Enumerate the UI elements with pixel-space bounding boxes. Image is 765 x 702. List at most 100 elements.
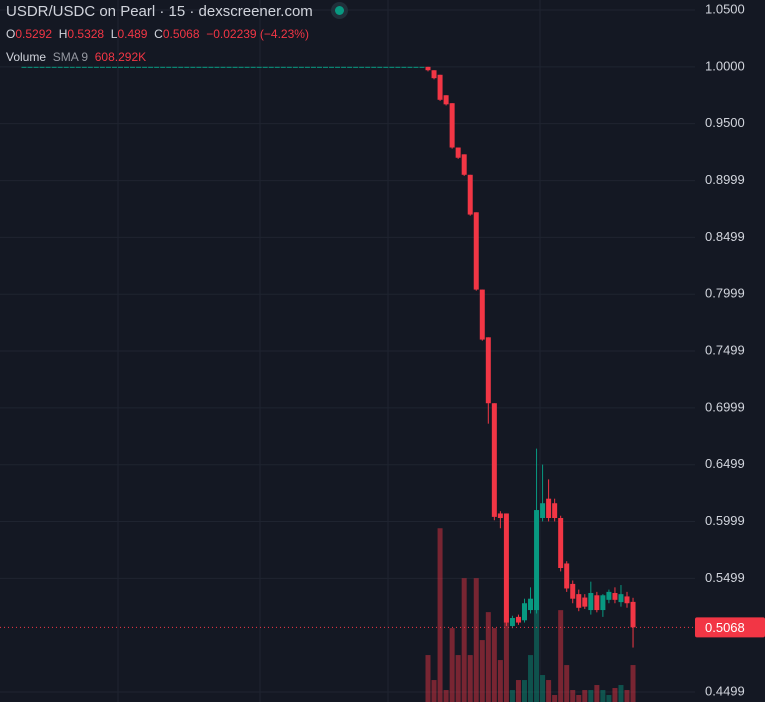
candle-body — [419, 66, 425, 68]
candle-body — [546, 498, 552, 519]
volume-bar — [612, 688, 618, 702]
candle-body — [274, 66, 280, 68]
candle-body — [401, 66, 407, 68]
volume-bar — [588, 690, 594, 702]
candle-body — [521, 603, 527, 621]
candle-body — [395, 66, 401, 68]
volume-bar — [449, 628, 455, 702]
candle-body — [262, 66, 268, 68]
last-price-box — [695, 617, 765, 638]
candle-body — [534, 510, 540, 611]
candle-body — [618, 594, 624, 603]
volume-bar — [509, 690, 515, 702]
candle-body — [292, 66, 298, 68]
candle-body — [485, 337, 491, 404]
candle-body — [576, 594, 582, 608]
candle-body — [226, 66, 232, 68]
candle-body — [347, 66, 353, 68]
change: −0.02239 (−4.23%) — [206, 27, 309, 41]
candle-body — [298, 66, 304, 68]
y-tick-label: 0.6499 — [705, 456, 745, 471]
candle-body — [316, 66, 322, 68]
volume-bar — [552, 695, 558, 702]
volume-bar — [443, 690, 449, 702]
volume-bar — [521, 680, 527, 702]
candle-body — [443, 95, 449, 105]
ohlc-legend: O0.5292 H0.5328 L0.489 C0.5068 −0.02239 … — [6, 27, 309, 41]
candle-body — [371, 66, 377, 68]
candle-body — [178, 66, 184, 68]
candle-body — [353, 66, 359, 68]
candle-body — [437, 74, 443, 100]
volume-legend: Volume SMA 9 608.292K — [6, 50, 146, 64]
candle-body — [503, 513, 509, 623]
y-tick-label: 1.0000 — [705, 58, 745, 73]
volume-label: Volume — [6, 50, 47, 64]
candle-body — [250, 66, 256, 68]
candle-body — [268, 66, 274, 68]
volume-bar — [624, 690, 630, 702]
candle-body — [256, 66, 262, 68]
volume-bar — [558, 610, 564, 702]
high-label: H — [58, 27, 68, 41]
candle-body — [286, 66, 292, 68]
volume-bar — [497, 660, 503, 702]
close-label: C — [154, 27, 163, 41]
candle-body — [564, 563, 570, 589]
candle-body — [93, 66, 99, 68]
candle-body — [220, 66, 226, 68]
volume-bar — [546, 680, 552, 702]
candle-body — [558, 518, 564, 569]
volume-bar — [576, 695, 582, 702]
candle-body — [81, 66, 87, 68]
candle-body — [431, 70, 437, 79]
candle-body — [630, 601, 636, 628]
candle-body — [467, 174, 473, 215]
candle-body — [509, 618, 515, 626]
candle-body — [244, 66, 250, 68]
candle-body — [69, 66, 75, 68]
candle-body — [479, 289, 485, 340]
open-label: O — [6, 27, 16, 41]
candle-body — [57, 66, 63, 68]
volume-bar — [515, 680, 521, 702]
volume-bar — [570, 690, 576, 702]
candle-body — [172, 66, 178, 68]
candle-body — [606, 591, 612, 600]
candle-body — [196, 66, 202, 68]
volume-bar — [503, 610, 509, 702]
candle-body — [600, 595, 606, 611]
candle-body — [105, 66, 111, 68]
sma-label: SMA 9 — [52, 50, 89, 64]
sma-value: 608.292K — [94, 50, 147, 64]
last-price-label: 0.5068 — [705, 620, 745, 635]
open-value: 0.5292 — [15, 27, 53, 41]
candle-body — [540, 503, 546, 519]
candle-body — [39, 66, 45, 68]
candle-body — [407, 66, 413, 68]
y-tick-label: 0.8499 — [705, 229, 745, 244]
volume-bar — [467, 655, 473, 702]
y-tick-label: 0.5499 — [705, 570, 745, 585]
y-tick-label: 0.7999 — [705, 286, 745, 301]
candle-body — [341, 66, 347, 68]
candle-body — [51, 66, 57, 68]
volume-bar — [600, 690, 606, 702]
volume-bar — [425, 655, 431, 702]
candle-body — [142, 66, 148, 68]
candle-body — [21, 66, 27, 68]
candle-body — [148, 66, 154, 68]
candle-body — [232, 66, 238, 68]
volume-bar — [461, 578, 467, 702]
volume-bar — [473, 578, 479, 702]
candle-body — [497, 513, 503, 519]
volume-bar — [485, 612, 491, 702]
volume-bar — [534, 605, 540, 702]
volume-bar — [594, 685, 600, 702]
candle-body — [136, 66, 142, 68]
candle-body — [27, 66, 33, 68]
candle-body — [425, 66, 431, 71]
candle-body — [570, 583, 576, 599]
candle-body — [329, 66, 335, 68]
